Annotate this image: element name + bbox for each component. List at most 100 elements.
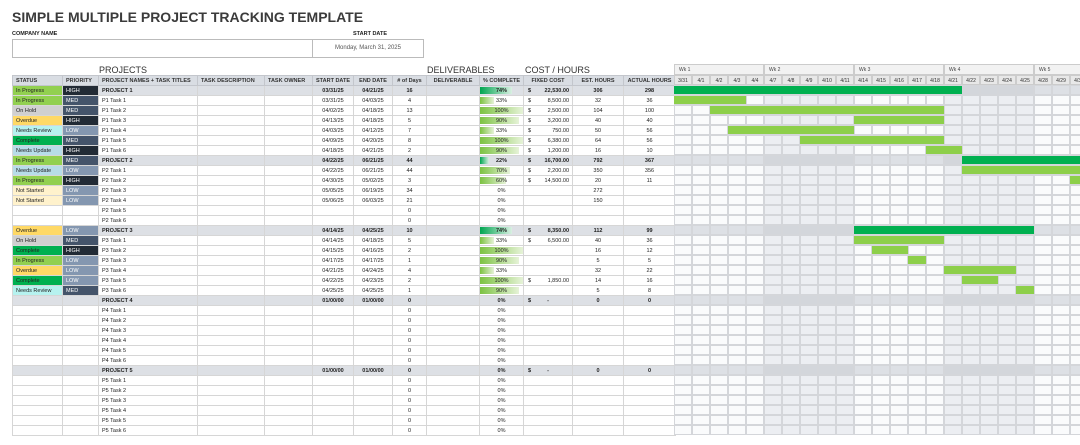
- priority-cell[interactable]: HIGH: [62, 245, 99, 256]
- start-cell[interactable]: 04/17/25: [311, 255, 355, 266]
- task-description-cell[interactable]: [197, 325, 265, 336]
- task-description-cell[interactable]: [197, 255, 265, 266]
- est-hours-cell[interactable]: [572, 305, 625, 316]
- status-cell[interactable]: [12, 205, 63, 216]
- end-cell[interactable]: 06/19/25: [353, 185, 394, 196]
- start-cell[interactable]: 04/14/25: [311, 235, 355, 246]
- task-name-cell[interactable]: P2 Task 2: [98, 175, 198, 186]
- task-owner-cell[interactable]: [264, 235, 313, 246]
- est-hours-cell[interactable]: [572, 205, 625, 216]
- deliverable-cell[interactable]: [426, 305, 481, 316]
- actual-hours-cell[interactable]: [623, 335, 677, 346]
- end-cell[interactable]: 04/17/25: [353, 255, 394, 266]
- deliverable-cell[interactable]: [426, 365, 481, 376]
- est-hours-cell[interactable]: 5: [572, 285, 625, 296]
- task-owner-cell[interactable]: [264, 335, 313, 346]
- fixed-cost-cell[interactable]: $ -: [523, 295, 574, 306]
- priority-cell[interactable]: [62, 215, 99, 226]
- actual-hours-cell[interactable]: 10: [623, 145, 677, 156]
- percent-complete-cell[interactable]: 74%: [479, 85, 525, 96]
- task-owner-cell[interactable]: [264, 375, 313, 386]
- deliverable-cell[interactable]: [426, 265, 481, 276]
- end-cell[interactable]: [353, 395, 394, 406]
- status-cell[interactable]: On Hold: [12, 105, 63, 116]
- deliverable-cell[interactable]: [426, 355, 481, 366]
- days-cell[interactable]: 44: [392, 165, 428, 176]
- fixed-cost-cell[interactable]: [523, 405, 574, 416]
- deliverable-cell[interactable]: [426, 115, 481, 126]
- start-cell[interactable]: 03/31/25: [311, 85, 355, 96]
- start-cell[interactable]: 04/21/25: [311, 265, 355, 276]
- priority-cell[interactable]: [62, 315, 99, 326]
- end-cell[interactable]: 04/24/25: [353, 265, 394, 276]
- task-description-cell[interactable]: [197, 265, 265, 276]
- percent-complete-cell[interactable]: 60%: [479, 175, 525, 186]
- est-hours-cell[interactable]: 32: [572, 95, 625, 106]
- actual-hours-cell[interactable]: [623, 315, 677, 326]
- priority-cell[interactable]: LOW: [62, 125, 99, 136]
- task-description-cell[interactable]: [197, 405, 265, 416]
- est-hours-cell[interactable]: [572, 335, 625, 346]
- fixed-cost-cell[interactable]: $750.00: [523, 125, 574, 136]
- status-cell[interactable]: [12, 355, 63, 366]
- status-cell[interactable]: In Progress: [12, 155, 63, 166]
- task-description-cell[interactable]: [197, 245, 265, 256]
- end-cell[interactable]: [353, 335, 394, 346]
- task-owner-cell[interactable]: [264, 285, 313, 296]
- fixed-cost-cell[interactable]: [523, 305, 574, 316]
- start-cell[interactable]: [311, 415, 355, 426]
- task-owner-cell[interactable]: [264, 185, 313, 196]
- actual-hours-cell[interactable]: 0: [623, 295, 677, 306]
- priority-cell[interactable]: [62, 355, 99, 366]
- start-cell[interactable]: [311, 345, 355, 356]
- end-cell[interactable]: 04/20/25: [353, 135, 394, 146]
- est-hours-cell[interactable]: [572, 375, 625, 386]
- end-cell[interactable]: [353, 355, 394, 366]
- fixed-cost-cell[interactable]: [523, 195, 574, 206]
- priority-cell[interactable]: [62, 345, 99, 356]
- task-description-cell[interactable]: [197, 95, 265, 106]
- end-cell[interactable]: [353, 425, 394, 436]
- task-owner-cell[interactable]: [264, 365, 313, 376]
- end-cell[interactable]: 06/21/25: [353, 165, 394, 176]
- start-cell[interactable]: [311, 315, 355, 326]
- start-cell[interactable]: 04/22/25: [311, 155, 355, 166]
- days-cell[interactable]: 13: [392, 105, 428, 116]
- deliverable-cell[interactable]: [426, 285, 481, 296]
- actual-hours-cell[interactable]: 5: [623, 255, 677, 266]
- fixed-cost-cell[interactable]: [523, 355, 574, 366]
- priority-cell[interactable]: [62, 335, 99, 346]
- est-hours-cell[interactable]: 272: [572, 185, 625, 196]
- est-hours-cell[interactable]: [572, 345, 625, 356]
- status-cell[interactable]: Needs Review: [12, 285, 63, 296]
- priority-cell[interactable]: MED: [62, 285, 99, 296]
- status-cell[interactable]: [12, 345, 63, 356]
- task-name-cell[interactable]: PROJECT 3: [98, 225, 198, 236]
- task-owner-cell[interactable]: [264, 275, 313, 286]
- task-owner-cell[interactable]: [264, 425, 313, 436]
- percent-complete-cell[interactable]: 33%: [479, 125, 525, 136]
- priority-cell[interactable]: MED: [62, 235, 99, 246]
- est-hours-cell[interactable]: 0: [572, 295, 625, 306]
- fixed-cost-cell[interactable]: $16,700.00: [523, 155, 574, 166]
- start-cell[interactable]: 05/06/25: [311, 195, 355, 206]
- deliverable-cell[interactable]: [426, 105, 481, 116]
- fixed-cost-cell[interactable]: $6,380.00: [523, 135, 574, 146]
- start-cell[interactable]: 04/22/25: [311, 275, 355, 286]
- priority-cell[interactable]: [62, 375, 99, 386]
- actual-hours-cell[interactable]: [623, 355, 677, 366]
- status-cell[interactable]: [12, 315, 63, 326]
- end-cell[interactable]: 05/02/25: [353, 175, 394, 186]
- actual-hours-cell[interactable]: 11: [623, 175, 677, 186]
- deliverable-cell[interactable]: [426, 395, 481, 406]
- task-owner-cell[interactable]: [264, 225, 313, 236]
- priority-cell[interactable]: [62, 365, 99, 376]
- est-hours-cell[interactable]: 792: [572, 155, 625, 166]
- task-owner-cell[interactable]: [264, 385, 313, 396]
- priority-cell[interactable]: LOW: [62, 225, 99, 236]
- deliverable-cell[interactable]: [426, 235, 481, 246]
- percent-complete-cell[interactable]: 0%: [479, 195, 525, 206]
- deliverable-cell[interactable]: [426, 135, 481, 146]
- task-description-cell[interactable]: [197, 345, 265, 356]
- actual-hours-cell[interactable]: [623, 425, 677, 436]
